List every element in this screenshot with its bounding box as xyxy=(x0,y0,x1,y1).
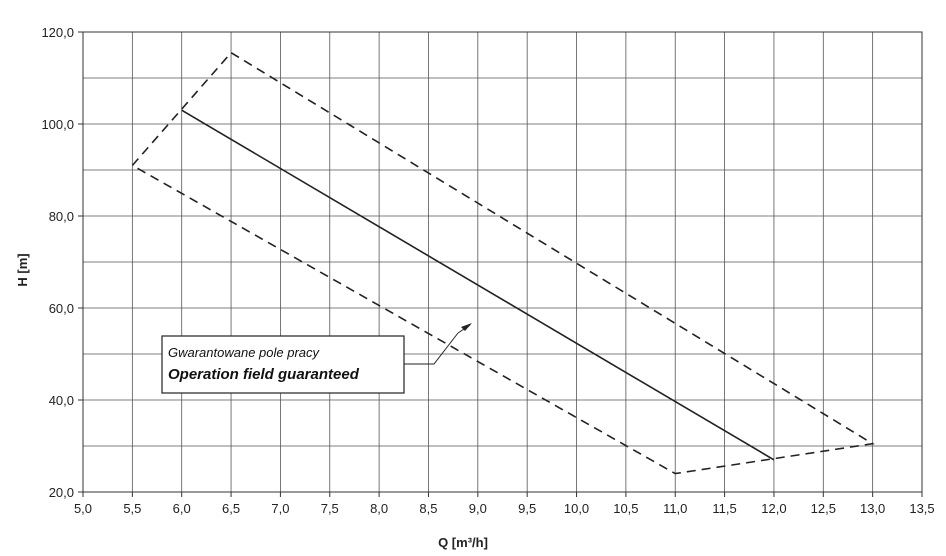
x-tick-label: 5,0 xyxy=(74,501,92,516)
x-tick-label: 7,5 xyxy=(321,501,339,516)
x-tick-label: 13,5 xyxy=(909,501,934,516)
y-tick-label: 120,0 xyxy=(41,25,74,40)
x-axis-title: Q [m³/h] xyxy=(438,535,488,550)
series-group xyxy=(131,51,875,475)
x-tick-label: 12,0 xyxy=(761,501,786,516)
y-tick-label: 100,0 xyxy=(41,117,74,132)
annotation-line-en: Operation field guaranteed xyxy=(168,366,360,383)
x-tick-label: 6,0 xyxy=(173,501,191,516)
x-tick-label: 13,0 xyxy=(860,501,885,516)
annotation-line-pl: Gwarantowane pole pracy xyxy=(168,345,321,360)
x-axis-ticks: 5,0 5,5 6,0 6,5 7,0 7,5 8,0 8,5 9,0 9,5 10,0 10,5 11… xyxy=(74,492,935,516)
x-tick-label: 5,5 xyxy=(123,501,141,516)
y-tick-label: 40,0 xyxy=(49,393,74,408)
x-tick-label: 8,5 xyxy=(419,501,437,516)
x-tick-label: 12,5 xyxy=(811,501,836,516)
x-tick-label: 9,0 xyxy=(469,501,487,516)
x-tick-label: 11,5 xyxy=(712,501,736,516)
x-tick-label: 10,0 xyxy=(564,501,589,516)
y-tick-label: 20,0 xyxy=(49,485,74,500)
annotation-arrow-shaft xyxy=(457,324,471,334)
x-tick-label: 9,5 xyxy=(518,501,536,516)
grid-lines xyxy=(83,32,922,492)
y-axis-ticks: 20,0 40,0 60,0 80,0 100,0 120,0 xyxy=(41,25,83,500)
x-tick-label: 6,5 xyxy=(222,501,240,516)
y-tick-label: 80,0 xyxy=(49,209,74,224)
nominal-curve-line xyxy=(181,109,775,461)
x-tick-label: 11,0 xyxy=(663,501,687,516)
x-tick-label: 7,0 xyxy=(271,501,289,516)
annotation-box xyxy=(161,335,405,394)
x-tick-label: 10,5 xyxy=(613,501,638,516)
operating-field-boundary-line xyxy=(131,51,875,475)
y-axis-title: H [m] xyxy=(15,253,30,286)
y-tick-label: 60,0 xyxy=(49,301,74,316)
annotation-callout: Gwarantowane pole pracy Operation field … xyxy=(161,323,472,394)
annotation-leader-line xyxy=(404,332,459,365)
x-tick-label: 8,0 xyxy=(370,501,388,516)
plot-frame xyxy=(82,31,923,493)
